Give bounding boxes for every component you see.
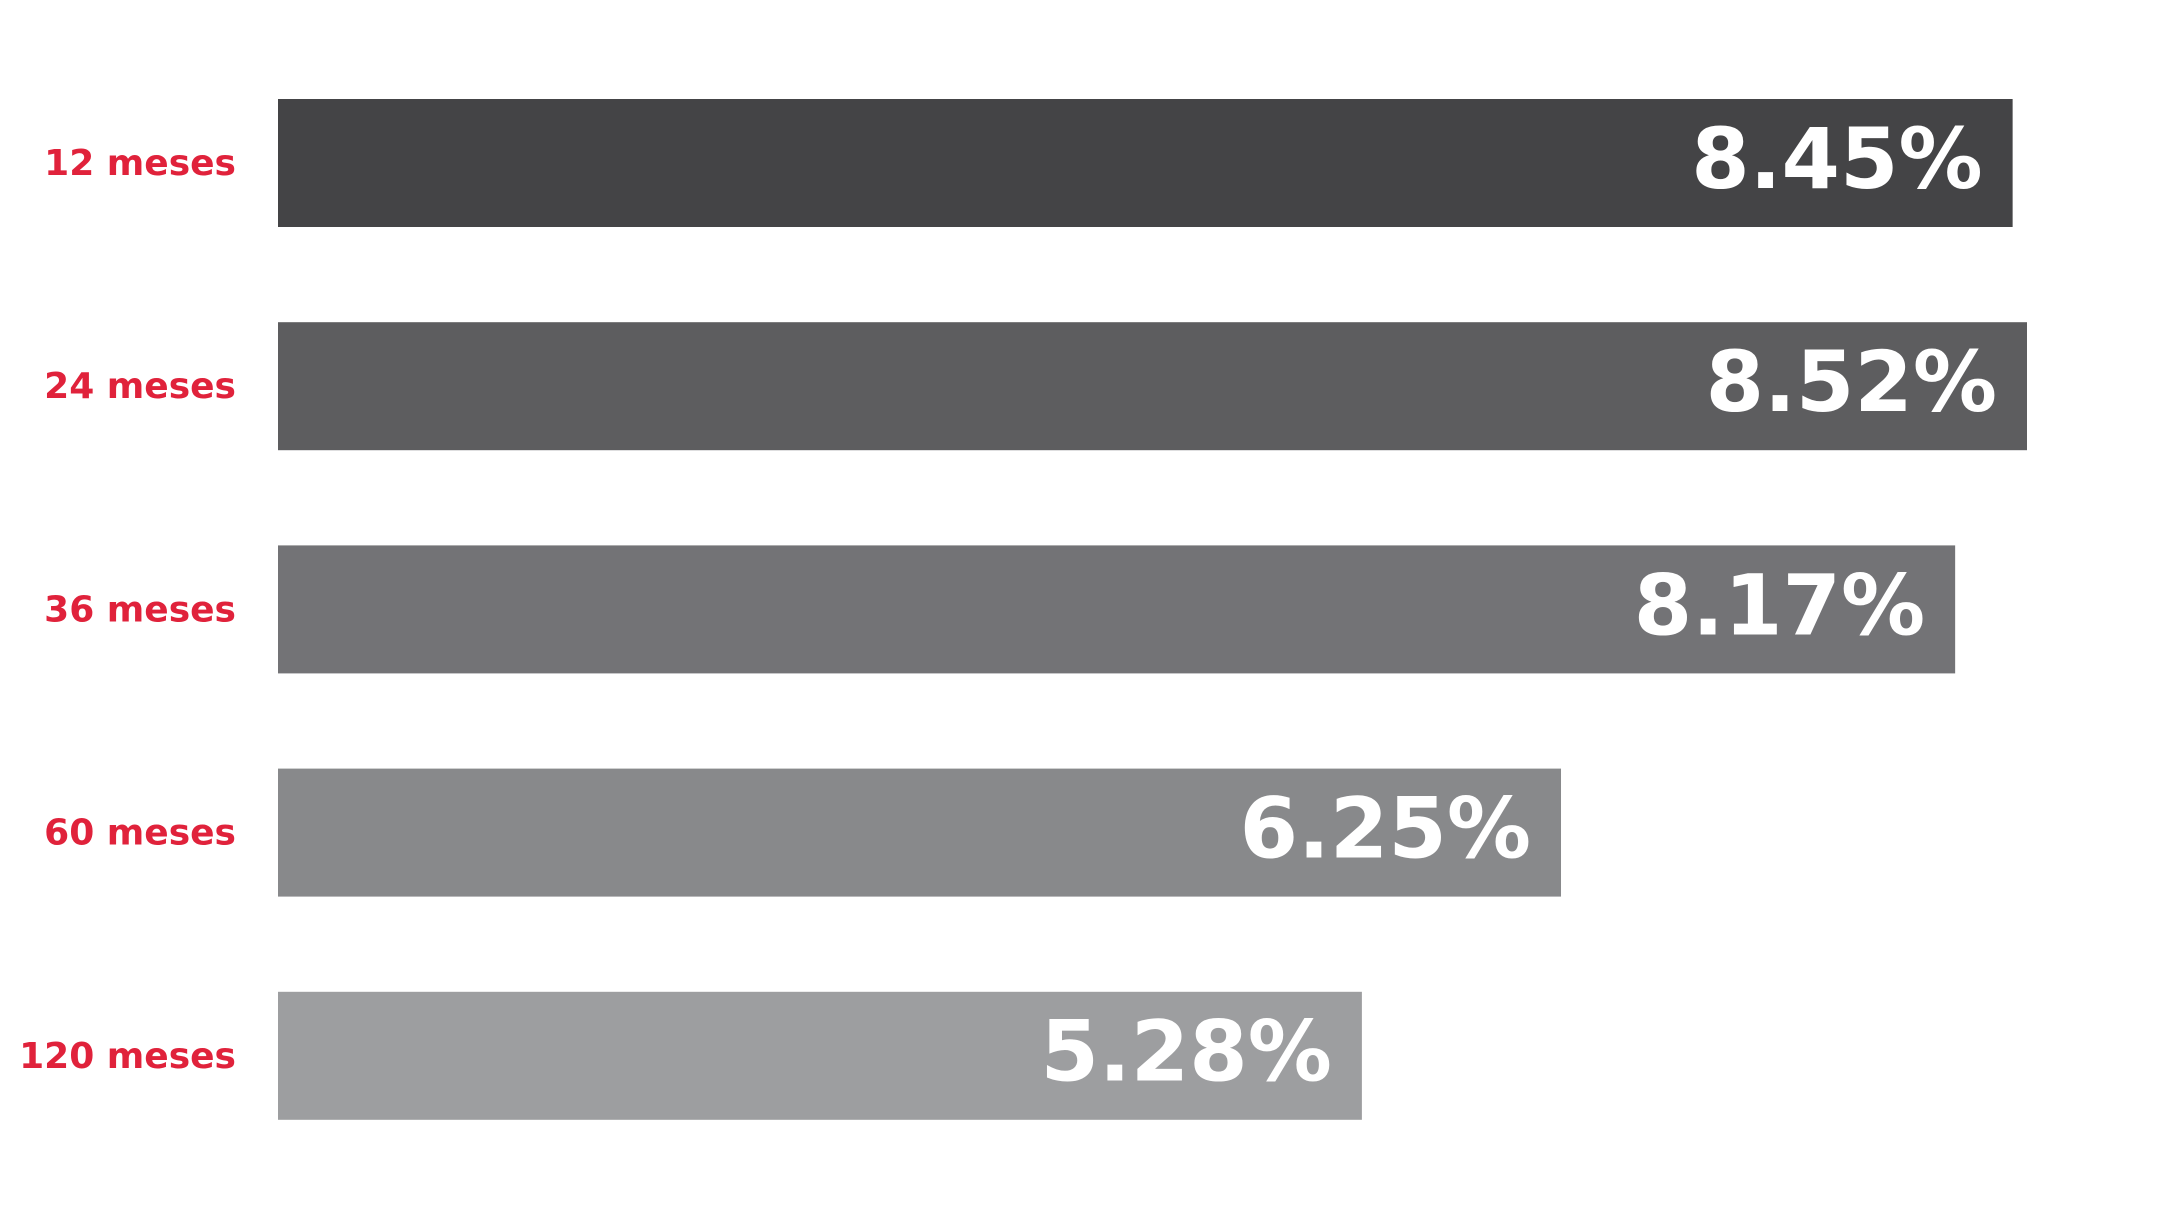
category-label: 24 meses xyxy=(44,366,236,407)
value-label: 5.28% xyxy=(1040,1003,1331,1101)
category-label: 36 meses xyxy=(44,589,236,630)
bar xyxy=(278,99,2013,227)
value-label: 8.52% xyxy=(1706,333,1997,431)
bar xyxy=(278,322,2027,451)
value-label: 6.25% xyxy=(1240,780,1531,878)
bar xyxy=(278,991,1362,1120)
category-label: 120 meses xyxy=(19,1036,236,1077)
category-label: 60 meses xyxy=(44,813,236,854)
category-label: 12 meses xyxy=(44,143,236,184)
bar xyxy=(278,768,1562,897)
bar xyxy=(278,545,1956,674)
value-label: 8.17% xyxy=(1634,556,1925,654)
value-label: 8.45% xyxy=(1691,110,1982,208)
